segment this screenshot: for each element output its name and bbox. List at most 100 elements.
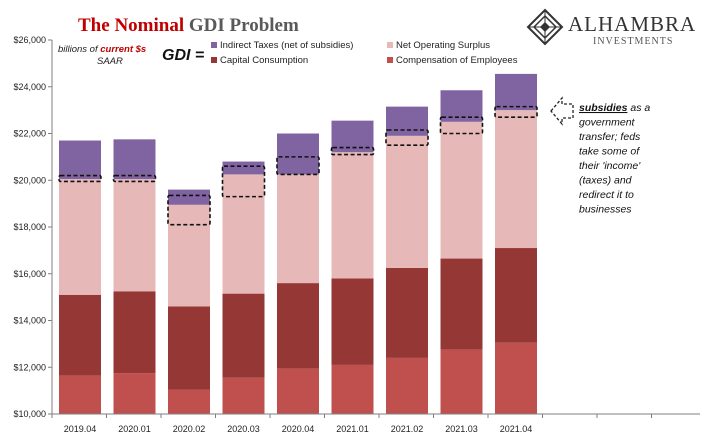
bar-segment [59, 179, 101, 295]
subsidy-box [385, 129, 429, 146]
legend-swatch [387, 57, 393, 63]
annotation-line: redirect it to [579, 189, 634, 201]
bar-segment [59, 375, 101, 414]
annotation-line: take some of [579, 146, 640, 158]
bar-segment [113, 179, 156, 292]
legend-entry: Capital Consumption [220, 55, 308, 66]
units-line2: SAAR [97, 56, 123, 67]
annotation-text: businesses [579, 204, 632, 216]
title-part-3: GDI Problem [184, 15, 299, 36]
bar-segment [168, 389, 210, 414]
bar-segment [386, 135, 428, 268]
units-prefix: billions of [58, 44, 100, 55]
y-tick-label: $22,000 [13, 129, 46, 139]
bar-segment [168, 204, 210, 307]
bar-segment [440, 349, 483, 414]
x-tick-label: 2021.04 [500, 424, 533, 434]
subsidy-box [276, 156, 320, 176]
subsidy-box [330, 146, 375, 156]
x-axis: 2019.04 2020.01 2020.02 2020.03 2020.04 2021.… [51, 413, 700, 434]
bar-segment [495, 342, 537, 414]
y-tick-label: $10,000 [13, 409, 46, 419]
annotation-line: government [579, 117, 636, 129]
bar-segment [495, 110, 537, 249]
legend-swatch [211, 42, 217, 48]
bar-segment [331, 152, 374, 279]
bar-segment [168, 306, 210, 390]
x-tick-label: 2021.01 [336, 424, 369, 434]
bar-segment [440, 258, 483, 350]
bar-segment [386, 357, 428, 414]
x-tick-label: 2020.04 [282, 424, 315, 434]
bar-segment [113, 373, 156, 414]
x-tick-label: 2021.02 [391, 424, 424, 434]
title-part-1: The [78, 15, 114, 36]
formula-label: GDI = [162, 47, 204, 64]
annotation-line: transfer; feds [579, 131, 641, 143]
bar-segment [277, 283, 319, 369]
legend: Indirect Taxes (net of subsidies) Net Ope… [211, 40, 518, 66]
legend-swatch [387, 42, 393, 48]
annotation-text: their 'income' [579, 160, 641, 172]
bar-segment [113, 291, 156, 374]
units-label: billions of current $s [58, 44, 146, 55]
annotation-text: (taxes) and [579, 175, 633, 187]
bar-segment [277, 368, 319, 414]
y-tick-label: $26,000 [13, 35, 46, 45]
logo-name: ALHAMBRA [568, 12, 696, 36]
subsidy-box [494, 105, 538, 118]
annotation-line: (taxes) and [579, 175, 633, 187]
bar-segment [168, 189, 210, 205]
units-emph: current $s [100, 44, 146, 55]
chart-title: The Nominal GDI Problem [78, 15, 299, 36]
y-tick-label: $20,000 [13, 175, 46, 185]
y-axis: $10,000 $12,000 $14,000 $16,000 $18,000 $20,0… [13, 35, 53, 419]
x-tick-label: 2020.01 [118, 424, 151, 434]
annotation-line: their 'income' [579, 160, 641, 172]
bar-segment [222, 293, 265, 378]
annotation-text: transfer; feds [579, 131, 641, 143]
y-tick-label: $24,000 [13, 82, 46, 92]
bar-segment [386, 267, 428, 358]
bar-segment [495, 248, 537, 343]
annotation-line: businesses [579, 204, 632, 216]
bar-segment [440, 121, 483, 259]
annotation: subsidies as a government transfer; feds ta… [579, 102, 650, 216]
subsidy-box [167, 194, 211, 226]
annotation-arrow-icon [550, 96, 574, 126]
subsidy-box [221, 165, 266, 198]
bar-segment [59, 140, 101, 180]
x-tick-label: 2021.03 [445, 424, 478, 434]
bar-segment [386, 106, 428, 136]
legend-entry: Net Operating Surplus [396, 40, 490, 51]
bar-segment [222, 174, 265, 294]
annotation-text: as a [627, 102, 650, 114]
subsidy-box [58, 174, 102, 183]
x-tick-label: 2020.03 [227, 424, 260, 434]
bar-segment [495, 73, 537, 111]
annotation-line: subsidies as a [579, 102, 650, 114]
title-part-2: Nominal [114, 15, 184, 36]
annotation-text: redirect it to [579, 189, 634, 201]
legend-entry: Indirect Taxes (net of subsidies) [220, 40, 353, 51]
bar-segment [277, 174, 319, 284]
bars [59, 73, 537, 414]
bar-segment [113, 139, 156, 180]
bar-segment [277, 133, 319, 175]
bar-segment [331, 364, 374, 414]
x-tick-label: 2019.04 [64, 424, 97, 434]
bar-segment [222, 161, 265, 175]
legend-entry: Compensation of Employees [396, 55, 518, 66]
y-tick-label: $14,000 [13, 316, 46, 326]
x-tick-label: 2020.02 [173, 424, 206, 434]
subsidy-box [439, 116, 484, 135]
bar-segment [222, 377, 265, 414]
y-tick-label: $12,000 [13, 362, 46, 372]
bar-segment [331, 278, 374, 365]
annotation-text: government [579, 117, 636, 129]
logo-sub: INVESTMENTS [593, 36, 673, 47]
bar-segment [59, 294, 101, 376]
subsidy-boxes [58, 105, 538, 226]
